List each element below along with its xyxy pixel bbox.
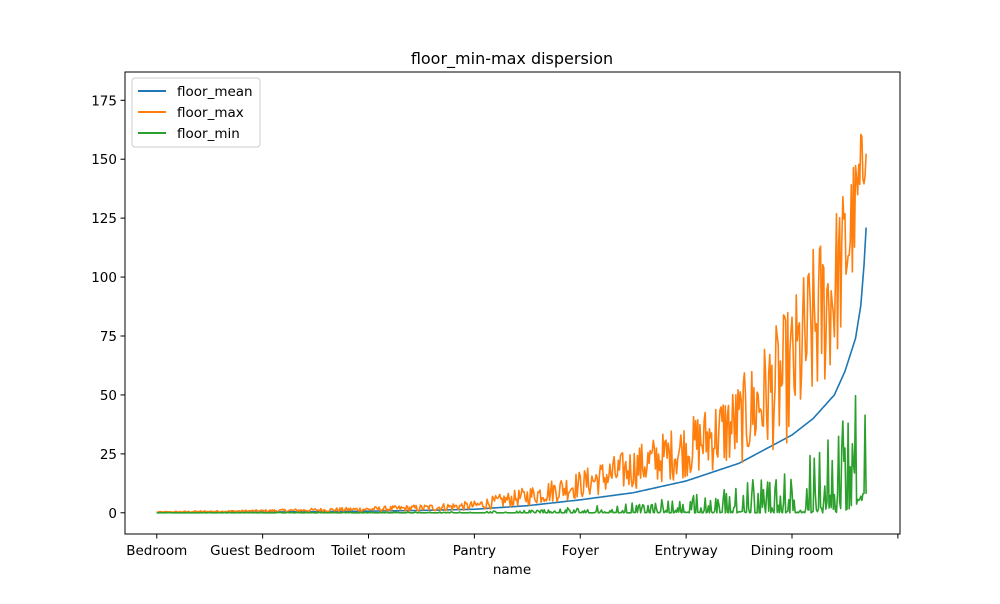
x-tick-label: Bedroom	[126, 543, 187, 559]
series-line-floor_mean	[156, 227, 867, 514]
y-tick-label: 175	[91, 93, 117, 109]
y-tick-label: 150	[91, 152, 117, 168]
legend-label-floor_min: floor_min	[177, 126, 240, 142]
y-tick-label: 125	[91, 211, 117, 227]
x-tick-label: Dining room	[751, 543, 834, 559]
x-tick-label: Entryway	[655, 543, 718, 559]
y-tick-label: 75	[100, 329, 117, 345]
y-tick-label: 25	[100, 447, 117, 463]
y-tick-label: 0	[108, 506, 117, 522]
x-axis-ticks: Bedroom Guest Bedroom Toilet room Pantry Foy…	[126, 534, 899, 559]
y-tick-label: 50	[100, 388, 117, 404]
x-tick-label: Pantry	[453, 543, 496, 559]
x-tick-label: Guest Bedroom	[210, 543, 315, 559]
y-tick-label: 100	[91, 270, 117, 286]
x-tick-label: Foyer	[562, 543, 600, 559]
chart-title: floor_min-max dispersion	[411, 49, 613, 69]
series-line-floor_max	[156, 133, 867, 514]
y-axis-ticks: 0 25 50 75 100 125 150 175	[91, 93, 125, 522]
x-tick-label: Toilet room	[330, 543, 406, 559]
series-line-floor_min	[156, 394, 867, 514]
legend-box	[131, 77, 261, 148]
legend-label-floor_max: floor_max	[177, 105, 244, 121]
x-axis-label: name	[493, 562, 531, 578]
plot-lines	[156, 133, 867, 514]
legend: floor_mean floor_max floor_min	[131, 77, 261, 148]
legend-label-floor_mean: floor_mean	[177, 84, 253, 100]
axes-frame	[124, 71, 901, 535]
